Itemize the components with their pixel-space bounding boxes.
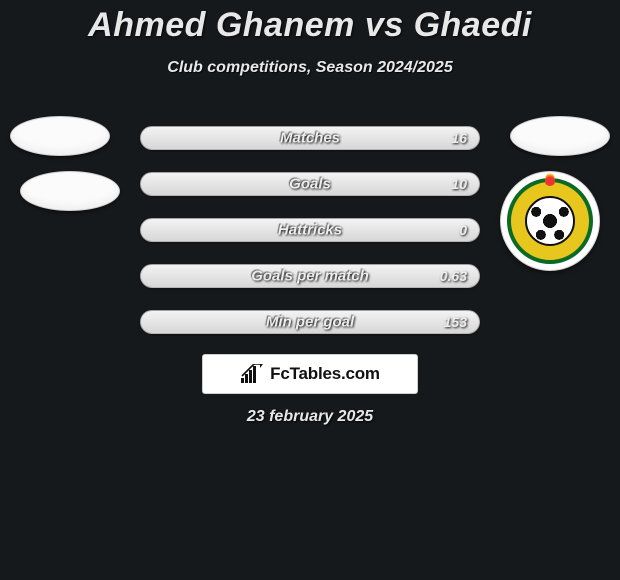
- stats-container: Matches 16 Goals 10 Hattricks 0 Goals pe…: [140, 126, 480, 356]
- stat-label: Matches: [280, 130, 340, 147]
- source-logo: FcTables.com: [202, 354, 418, 394]
- stat-value-right: 153: [444, 314, 467, 330]
- stat-row-hattricks: Hattricks 0: [140, 218, 480, 242]
- stat-value-right: 0: [459, 222, 467, 238]
- stat-label: Min per goal: [266, 314, 354, 331]
- stat-value-right: 16: [451, 130, 467, 146]
- stat-label: Goals per match: [251, 268, 369, 285]
- page-title: Ahmed Ghanem vs Ghaedi: [0, 0, 620, 45]
- stat-value-right: 10: [451, 176, 467, 192]
- stat-row-goals-per-match: Goals per match 0.63: [140, 264, 480, 288]
- stat-label: Goals: [289, 176, 331, 193]
- club-badge-ring: [507, 178, 593, 264]
- player2-club-badge: [500, 171, 600, 271]
- club-badge-ball-icon: [525, 196, 575, 246]
- stat-row-goals: Goals 10: [140, 172, 480, 196]
- snapshot-date: 23 february 2025: [0, 408, 620, 426]
- page-subtitle: Club competitions, Season 2024/2025: [0, 59, 620, 77]
- player2-portrait-top: [510, 116, 610, 156]
- club-badge-flame-icon: [545, 172, 555, 186]
- player1-portrait-top: [10, 116, 110, 156]
- stat-row-min-per-goal: Min per goal 153: [140, 310, 480, 334]
- stat-label: Hattricks: [278, 222, 342, 239]
- stat-value-right: 0.63: [440, 268, 467, 284]
- fctables-logo-icon: [240, 364, 264, 384]
- stat-row-matches: Matches 16: [140, 126, 480, 150]
- player1-portrait-bottom: [20, 171, 120, 211]
- source-logo-text: FcTables.com: [270, 364, 380, 384]
